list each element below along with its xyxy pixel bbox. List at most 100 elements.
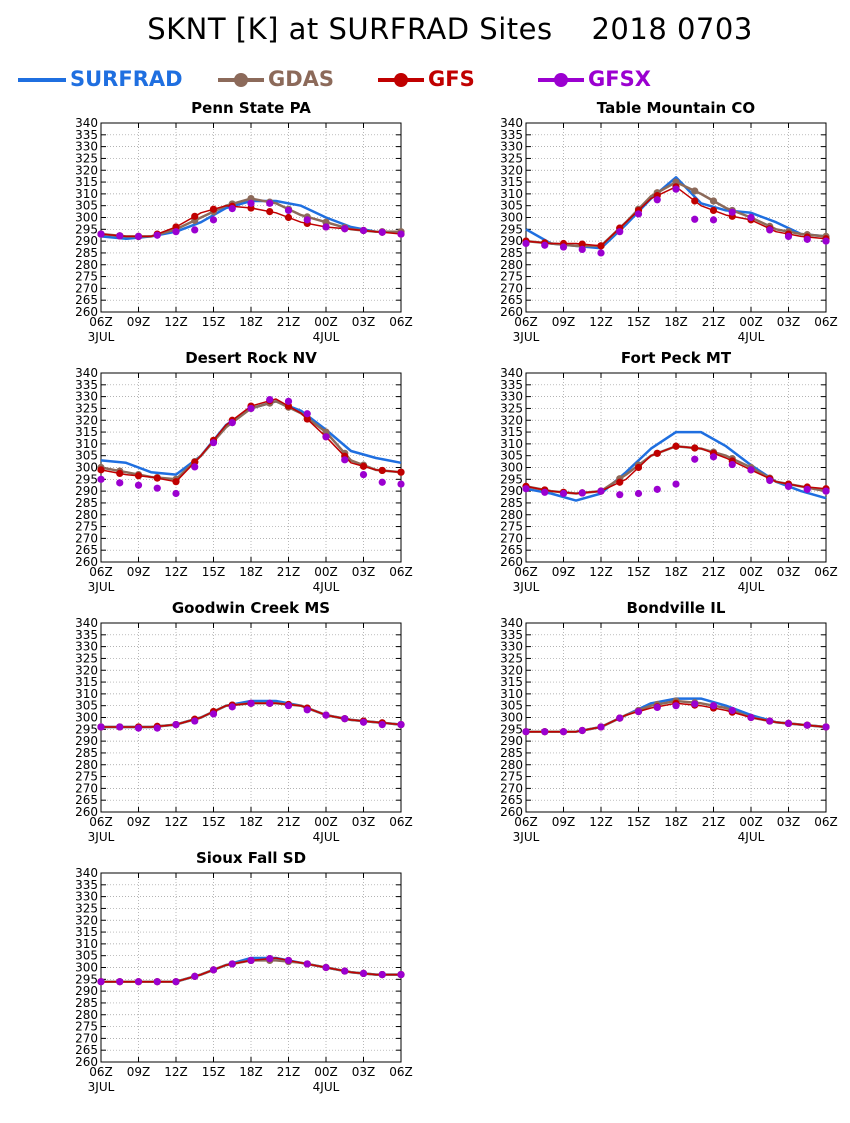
marker-gfsx <box>191 972 199 980</box>
marker-gfsx <box>747 213 755 222</box>
panel-title: Goodwin Creek MS <box>171 599 331 617</box>
marker-gfsx <box>247 956 255 965</box>
xtick-label: 12Z <box>589 815 613 829</box>
ytick-label: 300 <box>500 461 523 475</box>
panel-title: Bondville IL <box>626 599 726 617</box>
marker-gfsx <box>397 230 405 238</box>
marker-gfsx <box>578 245 586 253</box>
xtick-label: 12Z <box>164 815 188 829</box>
marker-gfsx <box>359 969 368 978</box>
marker-gfs <box>634 463 643 472</box>
ytick-label: 330 <box>500 390 523 404</box>
xtick-label: 09Z <box>127 315 151 329</box>
marker-gfsx <box>191 717 199 725</box>
ytick-label: 310 <box>75 187 98 201</box>
ytick-label: 265 <box>500 293 523 307</box>
xtick-label: 09Z <box>127 565 151 579</box>
page-title: SKNT [K] at SURFRAD Sites 2018 0703 <box>147 12 753 46</box>
ytick-label: 285 <box>500 746 523 760</box>
xtick-label: 18Z <box>664 565 688 579</box>
ytick-label: 315 <box>75 425 98 439</box>
marker-gfsx <box>247 199 255 207</box>
ytick-label: 310 <box>75 437 98 451</box>
marker-gfs <box>97 466 105 474</box>
ytick-label: 340 <box>75 116 98 130</box>
marker-gfsx <box>522 485 530 493</box>
xtick-label: 09Z <box>127 1065 151 1079</box>
marker-gfsx <box>634 489 643 498</box>
ytick-label: 330 <box>500 640 523 654</box>
legend-item-gfs: GFS <box>378 64 578 98</box>
ytick-label: 265 <box>500 543 523 557</box>
marker-gfsx <box>322 963 330 972</box>
xtick-label: 06Z <box>814 565 838 579</box>
marker-gfsx <box>284 397 293 405</box>
xtick-label: 21Z <box>702 315 726 329</box>
marker-gfsx <box>97 230 105 238</box>
ytick-label: 260 <box>500 305 523 319</box>
marker-gfsx <box>153 484 161 492</box>
ytick-label: 330 <box>75 890 98 904</box>
marker-gfsx <box>359 226 368 235</box>
marker-gfsx <box>784 719 793 728</box>
ytick-label: 260 <box>75 305 98 319</box>
xtick-label: 21Z <box>277 1065 301 1079</box>
ytick-label: 310 <box>500 187 523 201</box>
chart-panel: 2602652702752802852902953003053103153203… <box>500 616 838 844</box>
ytick-label: 335 <box>500 128 523 142</box>
ytick-label: 260 <box>500 805 523 819</box>
marker-gfsx <box>728 208 736 216</box>
ytick-label: 335 <box>75 378 98 392</box>
xtick-label: 15Z <box>202 815 226 829</box>
xtick-label: 18Z <box>239 315 263 329</box>
marker-gfs <box>134 472 143 480</box>
marker-gfsx <box>341 456 349 464</box>
ytick-label: 275 <box>75 1020 98 1034</box>
chart-panel: 2602652702752802852902953003053103153203… <box>75 116 413 344</box>
marker-gfsx <box>303 706 311 714</box>
xtick-label: 21Z <box>702 565 726 579</box>
ytick-label: 285 <box>500 496 523 510</box>
ytick-label: 260 <box>75 1055 98 1069</box>
panel-title: Sioux Fall SD <box>195 849 307 867</box>
date-label: 4JUL <box>313 330 340 344</box>
marker-gfsx <box>322 711 330 719</box>
marker-gfsx <box>766 476 774 485</box>
marker-gfsx <box>653 485 661 493</box>
ytick-label: 335 <box>75 128 98 142</box>
marker-gfsx <box>822 487 830 495</box>
ytick-label: 315 <box>500 425 523 439</box>
xtick-label: 00Z <box>739 565 763 579</box>
ytick-label: 275 <box>500 770 523 784</box>
legend-marker-gdas <box>218 73 264 87</box>
date-label: 3JUL <box>513 580 540 594</box>
ytick-label: 305 <box>75 949 98 963</box>
ytick-label: 285 <box>75 996 98 1010</box>
marker-gfsx <box>784 232 793 240</box>
marker-gfsx <box>634 707 643 716</box>
ytick-label: 295 <box>75 722 98 736</box>
marker-gfsx <box>209 439 218 447</box>
marker-gfsx <box>766 226 774 234</box>
xtick-label: 06Z <box>814 315 838 329</box>
ytick-label: 340 <box>75 616 98 630</box>
marker-gfsx <box>634 210 643 218</box>
xtick-label: 06Z <box>89 815 113 829</box>
legend-label-surfrad: SURFRAD <box>70 67 183 91</box>
marker-gfsx <box>597 487 605 495</box>
marker-gfsx <box>341 715 349 723</box>
panel-title: Penn State PA <box>191 99 311 117</box>
ytick-label: 300 <box>75 711 98 725</box>
ytick-label: 335 <box>500 628 523 642</box>
marker-gfsx <box>378 720 386 729</box>
marker-gfsx <box>709 702 718 710</box>
date-label: 3JUL <box>88 330 115 344</box>
marker-gfsx <box>97 475 105 483</box>
ytick-label: 285 <box>75 246 98 260</box>
ytick-label: 320 <box>75 413 98 427</box>
panel-title: Fort Peck MT <box>620 349 732 367</box>
marker-gfsx <box>172 228 180 236</box>
xtick-label: 09Z <box>127 815 151 829</box>
ytick-label: 280 <box>75 758 98 772</box>
marker-gfsx <box>803 485 811 493</box>
